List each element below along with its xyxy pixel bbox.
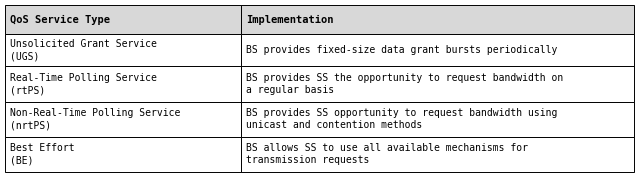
Text: BS provides fixed-size data grant bursts periodically: BS provides fixed-size data grant bursts… [246,45,557,55]
Bar [241,34,634,67]
Text: Non-Real-Time Polling Service
(nrtPS): Non-Real-Time Polling Service (nrtPS) [10,108,181,130]
Bar [5,102,241,137]
Bar [5,137,241,172]
Text: QoS Service Type: QoS Service Type [10,15,110,25]
Text: Unsolicited Grant Service
(UGS): Unsolicited Grant Service (UGS) [10,39,157,61]
Bar [5,5,241,34]
Text: BS provides SS the opportunity to request bandwidth on
a regular basis: BS provides SS the opportunity to reques… [246,73,563,95]
Bar [5,34,241,67]
Bar [5,67,241,102]
Text: Best Effort
(BE): Best Effort (BE) [10,143,75,165]
Bar [241,5,634,34]
Text: BS provides SS opportunity to request bandwidth using
unicast and contention met: BS provides SS opportunity to request ba… [246,108,557,130]
Text: BS allows SS to use all available mechanisms for
transmission requests: BS allows SS to use all available mechan… [246,143,528,165]
Bar [241,67,634,102]
Text: Implementation: Implementation [246,15,334,25]
Text: Real-Time Polling Service
(rtPS): Real-Time Polling Service (rtPS) [10,73,157,95]
Bar [241,137,634,172]
Bar [241,102,634,137]
